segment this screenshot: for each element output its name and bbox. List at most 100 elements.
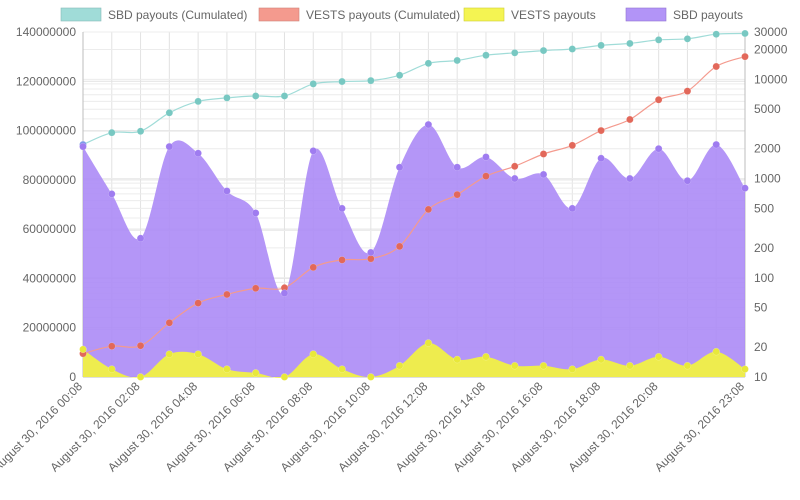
data-point[interactable] — [395, 163, 404, 172]
data-point[interactable] — [453, 163, 461, 172]
data-point[interactable] — [597, 355, 605, 364]
data-point[interactable] — [741, 29, 749, 38]
data-point[interactable] — [338, 256, 346, 264]
data-point[interactable] — [108, 128, 116, 137]
data-point[interactable] — [510, 162, 519, 171]
data-point[interactable] — [79, 142, 87, 151]
legend: SBD payouts (Cumulated) VESTS payouts (Cu… — [60, 7, 743, 22]
data-point[interactable] — [626, 174, 634, 183]
data-point[interactable] — [280, 373, 289, 381]
data-point[interactable] — [136, 373, 145, 381]
data-point[interactable] — [482, 153, 490, 161]
data-point[interactable] — [108, 365, 116, 373]
data-point[interactable] — [539, 150, 548, 158]
data-point[interactable] — [510, 174, 519, 183]
data-point[interactable] — [654, 96, 663, 104]
data-point[interactable] — [741, 184, 749, 192]
legend-item[interactable]: VESTS payouts — [463, 7, 596, 22]
data-point[interactable] — [654, 36, 663, 44]
data-point[interactable] — [712, 140, 720, 149]
data-point[interactable] — [251, 369, 260, 377]
data-point[interactable] — [108, 342, 116, 350]
data-point[interactable] — [597, 126, 605, 135]
data-point[interactable] — [223, 187, 231, 195]
data-point[interactable] — [539, 170, 548, 179]
data-point[interactable] — [510, 361, 519, 370]
data-point[interactable] — [712, 30, 720, 38]
data-point[interactable] — [136, 341, 145, 350]
data-point[interactable] — [453, 190, 461, 199]
data-point[interactable] — [539, 46, 548, 55]
data-point[interactable] — [482, 51, 490, 59]
data-point[interactable] — [251, 92, 260, 100]
data-point[interactable] — [165, 350, 174, 358]
data-point[interactable] — [309, 147, 318, 155]
data-point[interactable] — [626, 361, 634, 370]
data-point[interactable] — [367, 373, 375, 381]
data-point[interactable] — [165, 319, 174, 327]
data-point[interactable] — [251, 284, 260, 293]
data-point[interactable] — [597, 41, 605, 50]
data-point[interactable] — [194, 350, 202, 358]
data-point[interactable] — [424, 205, 433, 214]
data-point[interactable] — [453, 56, 461, 65]
data-point[interactable] — [251, 209, 260, 217]
data-point[interactable] — [309, 263, 318, 272]
data-point[interactable] — [223, 365, 231, 373]
data-point[interactable] — [79, 345, 87, 354]
data-point[interactable] — [482, 172, 490, 180]
data-point[interactable] — [309, 80, 318, 88]
data-point[interactable] — [424, 339, 433, 347]
data-point[interactable] — [510, 49, 519, 57]
data-point[interactable] — [338, 204, 346, 213]
data-point[interactable] — [367, 254, 375, 263]
data-point[interactable] — [223, 94, 231, 102]
data-point[interactable] — [482, 352, 490, 361]
data-point[interactable] — [568, 365, 577, 373]
data-point[interactable] — [626, 39, 634, 48]
data-point[interactable] — [683, 177, 692, 185]
data-point[interactable] — [194, 149, 202, 157]
y-right-tick-label: 30000 — [754, 25, 788, 39]
y-right-tick-label: 200 — [754, 241, 774, 255]
data-point[interactable] — [683, 35, 692, 43]
data-point[interactable] — [568, 141, 577, 150]
data-point[interactable] — [280, 289, 289, 297]
data-point[interactable] — [453, 355, 461, 364]
data-point[interactable] — [194, 97, 202, 106]
data-point[interactable] — [741, 365, 749, 373]
data-point[interactable] — [741, 52, 749, 61]
data-point[interactable] — [338, 365, 346, 373]
data-point[interactable] — [367, 248, 375, 257]
data-point[interactable] — [108, 190, 116, 198]
data-point[interactable] — [683, 87, 692, 95]
data-point[interactable] — [712, 347, 720, 356]
legend-item[interactable]: VESTS payouts (Cumulated) — [258, 7, 460, 22]
data-point[interactable] — [338, 77, 346, 86]
data-point[interactable] — [165, 142, 174, 151]
data-point[interactable] — [367, 76, 375, 85]
data-point[interactable] — [683, 361, 692, 370]
legend-item[interactable]: SBD payouts — [625, 7, 743, 22]
data-point[interactable] — [395, 242, 404, 251]
data-point[interactable] — [539, 361, 548, 370]
data-point[interactable] — [424, 59, 433, 68]
legend-item[interactable]: SBD payouts (Cumulated) — [60, 7, 247, 22]
data-point[interactable] — [626, 115, 634, 124]
data-point[interactable] — [165, 109, 174, 117]
data-point[interactable] — [395, 71, 404, 79]
data-point[interactable] — [424, 120, 433, 129]
data-point[interactable] — [712, 62, 720, 71]
data-point[interactable] — [194, 299, 202, 307]
data-point[interactable] — [223, 290, 231, 299]
data-point[interactable] — [597, 154, 605, 163]
data-point[interactable] — [568, 204, 577, 213]
data-point[interactable] — [309, 350, 318, 358]
data-point[interactable] — [136, 127, 145, 135]
data-point[interactable] — [654, 352, 663, 361]
data-point[interactable] — [136, 234, 145, 243]
data-point[interactable] — [654, 144, 663, 153]
data-point[interactable] — [568, 45, 577, 53]
data-point[interactable] — [280, 92, 289, 100]
data-point[interactable] — [395, 361, 404, 370]
